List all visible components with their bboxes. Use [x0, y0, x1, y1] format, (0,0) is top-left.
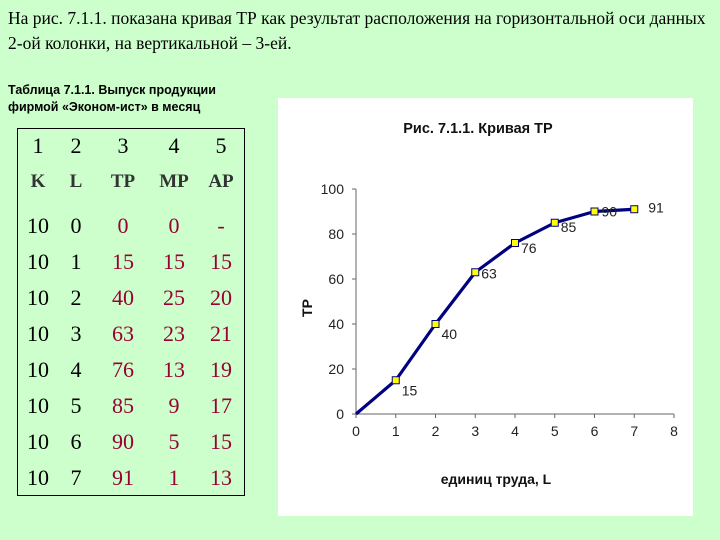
table-cell: 10: [27, 465, 49, 490]
data-point-marker: [391, 376, 400, 385]
production-table: 1 2 3 4 5 K L TP MP AP 10 0 0 0-10 1 15 15 15 10 2 40 25 20 10 3…: [17, 128, 245, 496]
y-tick-label: 0: [336, 406, 344, 422]
table-cell: AP: [208, 171, 234, 192]
table-cell: 0: [70, 213, 82, 238]
table-cell: 15: [112, 249, 134, 274]
table-cell: 15: [210, 249, 232, 274]
y-tick-label: 100: [321, 181, 345, 197]
table-cell: 91: [112, 465, 134, 490]
table-cell: 7: [70, 465, 82, 490]
y-axis-label: ТР: [299, 299, 315, 317]
data-point-marker: [431, 320, 440, 328]
table-cell: 10: [27, 393, 49, 418]
chart-frame: Рис. 7.1.1. Кривая ТР ТР единиц труда, L…: [278, 98, 693, 516]
table-cell: 76: [112, 357, 134, 382]
x-tick-label: 7: [630, 423, 638, 439]
table-cell: 10: [27, 249, 49, 274]
table-cell: 2: [70, 285, 82, 310]
table-cell: 10: [27, 213, 49, 238]
table-cell: 17: [210, 393, 232, 418]
x-tick-label: 6: [591, 423, 599, 439]
table-cell: 3: [70, 321, 82, 346]
x-tick-label: 4: [511, 423, 519, 439]
table-cell: 85: [112, 393, 134, 418]
y-tick-label: 20: [328, 361, 344, 377]
table-cell: 19: [210, 357, 232, 382]
x-tick-label: 5: [551, 423, 559, 439]
table-cell: 3: [117, 133, 129, 158]
table-cell: 15: [210, 429, 232, 454]
table-cell: 5: [215, 133, 227, 158]
data-point-marker: [630, 205, 639, 214]
table-cell: 2: [70, 133, 82, 158]
x-tick-label: 0: [352, 423, 360, 439]
data-point-marker: [471, 268, 480, 277]
table-cell: 23: [163, 321, 185, 346]
data-point-marker: [511, 239, 519, 247]
table-cell: K: [30, 171, 46, 192]
table-cell: 21: [210, 321, 232, 346]
table-cell: 13: [210, 465, 232, 490]
table-cell: 6: [70, 429, 82, 454]
table-cell: 25: [163, 285, 185, 310]
data-label: 90: [602, 204, 618, 220]
series-tp: 15 40 63 76 85 90 91: [354, 199, 664, 416]
data-label: 63: [481, 265, 497, 281]
table-cell: 63: [112, 321, 134, 346]
y-tick-label: 80: [328, 226, 344, 242]
intro-paragraph: На рис. 7.1.1. показана кривая ТР как ре…: [8, 8, 706, 53]
table-cell: 0: [168, 213, 180, 238]
chart-title: Рис. 7.1.1. Кривая ТР: [403, 121, 553, 137]
table-cell: L: [69, 171, 83, 192]
table-cell: 5: [168, 429, 180, 454]
data-label: 76: [521, 240, 537, 256]
table-cell: 1: [70, 249, 82, 274]
y-tick-label: 60: [328, 271, 344, 287]
table-cell: 20: [210, 285, 232, 310]
data-label: 15: [402, 382, 418, 398]
data-point-marker: [550, 218, 559, 227]
table-cell: MP: [159, 171, 189, 192]
data-label: 40: [442, 326, 458, 342]
table-cell: 1: [32, 133, 44, 158]
table-cell: 9: [168, 393, 180, 418]
table-caption: Таблица 7.1.1. Выпуск продукции фирмой «…: [8, 83, 216, 114]
x-axis-label: единиц труда, L: [441, 471, 552, 487]
table-cell: 1: [168, 465, 180, 490]
table-cell: 4: [168, 133, 180, 158]
table-cell: -: [217, 213, 225, 238]
tp-line: [354, 207, 635, 416]
table-cell: 5: [70, 393, 82, 418]
table-cell: 10: [27, 429, 49, 454]
table-cell: 0: [117, 213, 129, 238]
table-cell: 90: [112, 429, 134, 454]
x-tick-label: 8: [670, 423, 678, 439]
data-label: 91: [648, 199, 664, 215]
table-cell: 10: [27, 357, 49, 382]
table-cell: 4: [70, 357, 82, 382]
data-label: 85: [561, 219, 577, 235]
table-cell: TP: [110, 171, 136, 192]
data-point-marker: [590, 207, 599, 216]
tp-curve-chart: Рис. 7.1.1. Кривая ТР ТР единиц труда, L…: [299, 121, 678, 487]
table-cell: 13: [163, 357, 185, 382]
table-cell: 15: [163, 249, 185, 274]
x-tick-label: 1: [392, 423, 400, 439]
x-tick-label: 2: [432, 423, 440, 439]
x-tick-label: 3: [471, 423, 479, 439]
y-tick-label: 40: [328, 316, 344, 332]
table-cell: 40: [112, 285, 134, 310]
table-cell: 10: [27, 285, 49, 310]
table-cell: 10: [27, 321, 49, 346]
